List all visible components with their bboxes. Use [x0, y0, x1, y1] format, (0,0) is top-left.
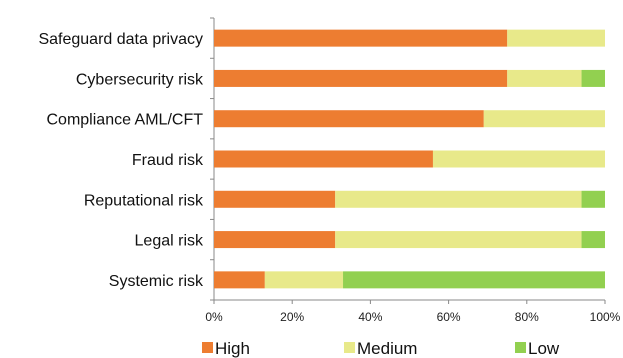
x-tick-label: 20% — [280, 310, 304, 324]
bar-systemic-risk-high — [214, 271, 265, 289]
category-label: Systemic risk — [109, 273, 204, 290]
category-label: Fraud risk — [132, 152, 204, 169]
bar-safeguard-data-privacy-medium — [507, 29, 605, 47]
bar-cybersecurity-risk-medium — [507, 69, 582, 87]
bar-reputational-risk-high — [214, 190, 336, 208]
bar-cybersecurity-risk-low — [581, 69, 605, 87]
legend-swatch-high — [202, 342, 213, 353]
legend-label-low: Low — [528, 339, 560, 358]
x-tick-label: 100% — [590, 310, 621, 324]
bar-safeguard-data-privacy-high — [214, 29, 508, 47]
x-tick-label: 80% — [515, 310, 539, 324]
bar-fraud-risk-high — [214, 150, 433, 168]
x-tick-label: 40% — [358, 310, 382, 324]
bar-reputational-risk-medium — [335, 190, 582, 208]
category-label: Compliance AML/CFT — [47, 112, 204, 129]
legend-swatch-medium — [344, 342, 355, 353]
bars — [214, 29, 605, 289]
category-label: Cybersecurity risk — [76, 71, 204, 88]
x-tick-label: 60% — [437, 310, 461, 324]
bar-reputational-risk-low — [581, 190, 605, 208]
bar-fraud-risk-medium — [432, 150, 605, 168]
category-label: Legal risk — [135, 233, 204, 250]
bar-compliance-aml-cft-high — [214, 110, 484, 128]
bar-compliance-aml-cft-medium — [483, 110, 605, 128]
category-labels: Safeguard data privacy Cybersecurity risk… — [38, 31, 204, 290]
bar-legal-risk-medium — [335, 231, 582, 249]
bar-legal-risk-low — [581, 231, 605, 249]
bar-cybersecurity-risk-high — [214, 69, 508, 87]
legend-label-medium: Medium — [357, 339, 417, 358]
x-ticks: 0% 20% 40% 60% 80% 100% — [205, 300, 621, 324]
bar-systemic-risk-medium — [264, 271, 344, 289]
bar-legal-risk-high — [214, 231, 336, 249]
x-tick-label: 0% — [205, 310, 223, 324]
legend: High Medium Low — [202, 339, 560, 358]
category-label: Safeguard data privacy — [38, 31, 203, 48]
category-label: Reputational risk — [84, 192, 204, 209]
legend-label-high: High — [215, 339, 250, 358]
bar-systemic-risk-low — [343, 271, 605, 289]
legend-swatch-low — [515, 342, 526, 353]
